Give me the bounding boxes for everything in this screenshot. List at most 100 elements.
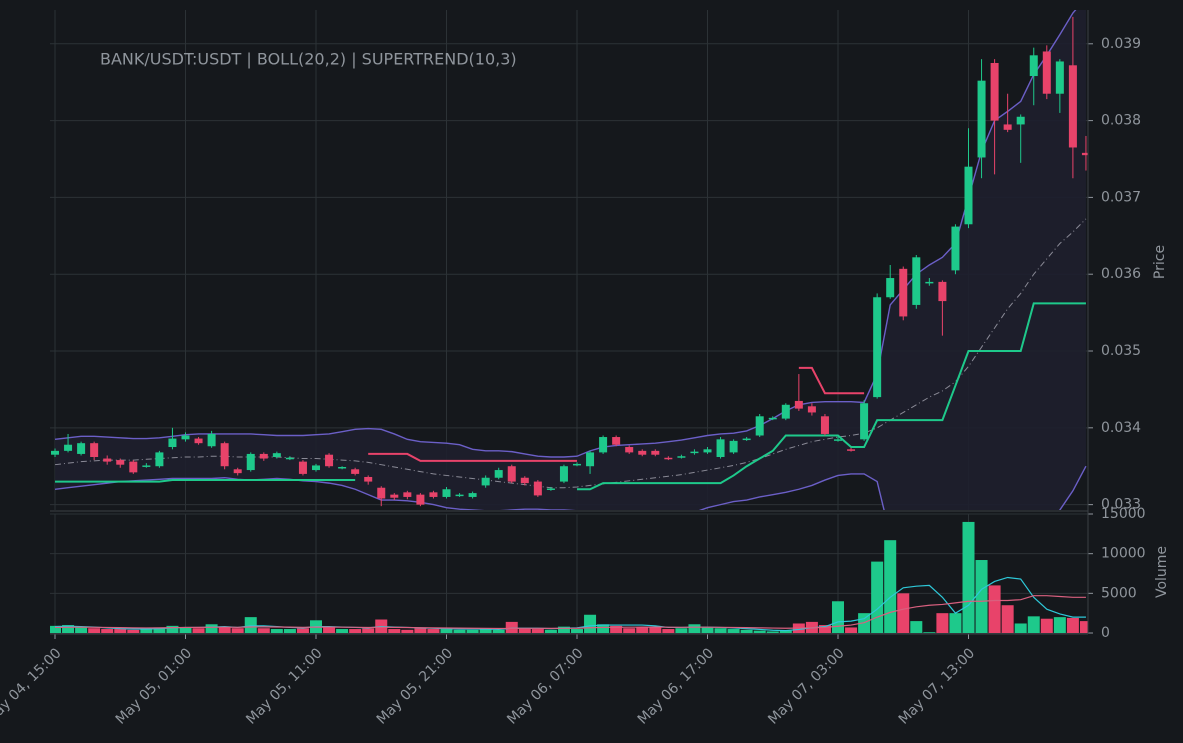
candle-body — [312, 465, 320, 471]
candle-body — [181, 435, 190, 440]
volume-bar — [257, 628, 270, 633]
candle-body — [1081, 152, 1088, 156]
candle-body — [416, 494, 425, 505]
volume-bar — [205, 624, 218, 633]
volume-bar — [727, 629, 740, 633]
volume-bar — [1014, 623, 1027, 633]
candle-body — [651, 450, 660, 455]
volume-bar — [897, 593, 910, 633]
volume-bar — [218, 627, 231, 633]
volume-bar — [910, 621, 923, 633]
y-tick-label: 0.039 — [1101, 36, 1141, 52]
candle-body — [573, 463, 581, 466]
y-tick-label: 0.034 — [1101, 420, 1141, 436]
candle-body — [1055, 61, 1064, 94]
price-plot — [51, 10, 1088, 510]
volume-bar — [636, 627, 649, 633]
supertrend-down — [368, 366, 865, 462]
volume-bar — [610, 625, 623, 633]
candle-body — [599, 437, 608, 453]
y2-tick-label: 0 — [1101, 625, 1110, 641]
candle-body — [886, 278, 895, 298]
volume-bar — [296, 628, 309, 633]
volume-ma — [54, 595, 1086, 630]
candle-body — [520, 477, 529, 484]
candle-body — [51, 450, 59, 455]
volume-bar — [518, 628, 531, 633]
candle-body — [142, 465, 151, 467]
volume-bar — [101, 629, 114, 633]
volume-bar — [779, 630, 792, 633]
volume-bar — [531, 629, 544, 633]
candle-body — [664, 457, 673, 460]
volume-bar — [244, 617, 257, 633]
volume-bar — [949, 613, 962, 633]
volume-plot — [50, 521, 1088, 633]
y-axis-label: Price — [1152, 245, 1168, 279]
candle-body — [77, 443, 86, 454]
candle-body — [390, 494, 399, 498]
candle-body — [990, 62, 999, 121]
candle-body — [468, 493, 477, 497]
volume-bar — [584, 614, 597, 633]
volume-bar — [962, 521, 975, 633]
volume-bar — [1001, 605, 1014, 633]
y-tick-label: 0.035 — [1101, 343, 1141, 359]
volume-bar — [988, 585, 1001, 633]
volume-bar — [1040, 618, 1053, 633]
volume-bar — [388, 629, 401, 633]
candle-body — [233, 469, 242, 474]
volume-bar — [766, 631, 779, 633]
candle-body — [1068, 65, 1077, 148]
volume-bar — [871, 561, 884, 633]
candle-body — [559, 466, 568, 482]
volume-bar — [323, 627, 336, 633]
candle-body — [116, 460, 125, 465]
candle-body — [90, 443, 99, 458]
volume-bar — [466, 629, 479, 633]
volume-bar — [544, 629, 557, 633]
volume-bar — [231, 628, 244, 633]
volume-bar — [75, 627, 88, 633]
candle-body — [103, 458, 112, 462]
volume-bar — [270, 629, 283, 633]
candle-body — [820, 416, 829, 434]
volume-bar — [153, 627, 166, 633]
volume-bar — [714, 628, 727, 633]
y2-tick-label: 10000 — [1101, 546, 1146, 562]
volume-bar — [179, 627, 192, 633]
candle-body — [612, 437, 621, 445]
candle-body — [272, 453, 281, 458]
volume-bar — [753, 630, 766, 633]
candle-body — [364, 476, 373, 482]
candle-body — [860, 403, 869, 440]
y-tick-label: 0.037 — [1101, 189, 1141, 205]
volume-bar — [597, 624, 610, 633]
candle-body — [625, 447, 634, 453]
y-tick-label: 0.033 — [1101, 497, 1141, 513]
candle-body — [338, 466, 347, 469]
candle-body — [638, 450, 647, 455]
candle-body — [168, 438, 177, 448]
candle-body — [455, 494, 464, 497]
candle-body — [964, 166, 973, 225]
volume-bar — [571, 629, 583, 633]
y2-tick-label: 15000 — [1101, 506, 1146, 522]
candle-body — [403, 492, 412, 497]
candle-body — [794, 400, 803, 409]
candle-body — [951, 226, 960, 271]
volume-bar — [114, 629, 127, 633]
candle-body — [207, 433, 216, 447]
candle-body — [938, 281, 947, 302]
volume-bar — [349, 629, 362, 633]
candle-body — [129, 461, 138, 473]
candle-body — [586, 452, 595, 467]
candle-body — [64, 444, 73, 451]
candle-body — [481, 477, 490, 486]
volume-bar — [623, 628, 636, 633]
volume-bar — [166, 625, 179, 633]
bollinger-lower — [54, 465, 1087, 510]
y-tick-label: 0.036 — [1101, 266, 1141, 282]
volume-bar — [140, 629, 153, 633]
